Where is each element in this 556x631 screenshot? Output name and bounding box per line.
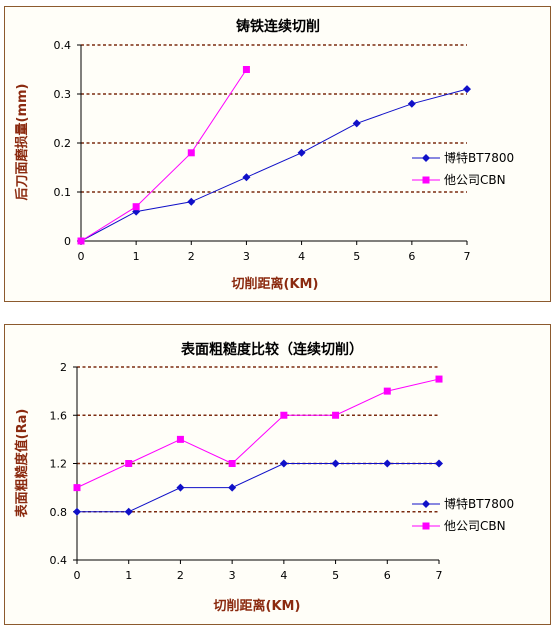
- chart2-x-tick-label: 4: [280, 569, 287, 582]
- chart2-x-tick-label: 5: [332, 569, 339, 582]
- chart2-point-series-2: [176, 435, 184, 443]
- chart2-point-series-1: [124, 507, 133, 516]
- chart1-title: 铸铁连续切削: [236, 18, 320, 35]
- chart2-legend-label-1: 博特BT7800: [444, 496, 514, 511]
- chart2-x-tick-label: 7: [436, 569, 443, 582]
- chart1-legend-marker-1: [422, 154, 430, 162]
- chart2-point-series-1: [279, 459, 288, 468]
- chart1-point-series-1: [297, 148, 306, 157]
- chart2-y-tick-label: 1.2: [50, 458, 68, 471]
- chart2-series-line-1: [77, 463, 439, 513]
- chart2-point-series-1: [73, 507, 81, 516]
- chart2-point-series-1: [176, 483, 185, 492]
- chart2-point-series-2: [435, 375, 443, 383]
- chart1-y-tick-label: 0.4: [54, 39, 72, 52]
- chart1-x-tick-label: 2: [188, 250, 195, 263]
- chart2-legend-marker-1: [422, 500, 430, 508]
- chart2-x-tick-label: 0: [74, 569, 81, 582]
- chart2-point-series-2: [125, 460, 133, 467]
- chart2-point-series-1: [228, 483, 237, 492]
- chart1-point-series-2: [132, 203, 140, 211]
- chart2-x-tick-label: 1: [125, 569, 132, 582]
- chart1-point-series-2: [187, 149, 195, 157]
- chart1-x-tick-label: 3: [243, 250, 250, 263]
- chart2-x-tick-label: 3: [229, 569, 236, 582]
- chart1-point-series-2: [242, 66, 250, 73]
- chart1-legend-marker-2: [422, 176, 430, 184]
- chart2-point-series-1: [435, 459, 443, 468]
- chart2-y-axis-title: 表面粗糙度值(Ra): [14, 409, 30, 519]
- chart1-y-tick-label: 0.1: [54, 186, 72, 199]
- chart2-point-series-2: [280, 411, 288, 419]
- chart1-y-tick-label: 0: [64, 235, 71, 248]
- chart2-x-axis-title: 切削距离(KM): [214, 598, 301, 614]
- chart1-x-tick-label: 7: [464, 250, 471, 263]
- chart1-y-tick-label: 0.2: [54, 137, 72, 150]
- chart2-point-series-2: [228, 460, 236, 467]
- chart1-y-tick-label: 0.3: [54, 88, 72, 101]
- chart2-y-tick-label: 1.6: [50, 409, 68, 422]
- chart1-x-tick-label: 6: [408, 250, 415, 263]
- chart1-series-line-1: [80, 88, 468, 242]
- chart1-point-series-2: [77, 237, 85, 245]
- chart2-x-tick-label: 2: [177, 569, 184, 582]
- chart2-y-tick-label: 0.4: [50, 554, 68, 567]
- chart2-x-tick-label: 6: [384, 569, 391, 582]
- chart2-y-tick-label: 2: [60, 361, 67, 374]
- chart2-legend-label-2: 他公司CBN: [444, 519, 506, 533]
- chart1-point-series-1: [407, 99, 416, 108]
- chart-panel-wear: [4, 6, 551, 302]
- chart2-point-series-1: [331, 459, 340, 468]
- chart1-series-line-2: [80, 69, 247, 242]
- chart1-point-series-1: [352, 119, 361, 128]
- chart2-legend-marker-2: [422, 522, 430, 530]
- chart1-point-series-1: [242, 173, 251, 182]
- chart1-legend-label-2: 他公司CBN: [444, 173, 506, 187]
- chart1-x-tick-label: 5: [353, 250, 360, 263]
- chart2-point-series-2: [73, 484, 81, 492]
- chart1-x-tick-label: 1: [133, 250, 140, 263]
- chart2-series-line-2: [76, 378, 440, 489]
- chart1-y-axis-title: 后刀面磨损量(mm): [14, 84, 30, 201]
- chart1-legend-label-1: 博特BT7800: [444, 150, 514, 165]
- chart1-point-series-1: [463, 85, 471, 94]
- chart2-title: 表面粗糙度比较（连续切削）: [180, 341, 363, 358]
- chart2-point-series-1: [383, 459, 392, 468]
- chart1-x-tick-label: 0: [78, 250, 85, 263]
- chart2-point-series-2: [383, 387, 391, 395]
- chart2-point-series-2: [332, 411, 340, 419]
- chart2-y-tick-label: 0.8: [50, 506, 68, 519]
- chart1-x-tick-label: 4: [298, 250, 305, 263]
- chart1-point-series-1: [187, 197, 196, 206]
- chart-panel-roughness: [4, 324, 551, 625]
- chart1-x-axis-title: 切削距离(KM): [232, 276, 319, 292]
